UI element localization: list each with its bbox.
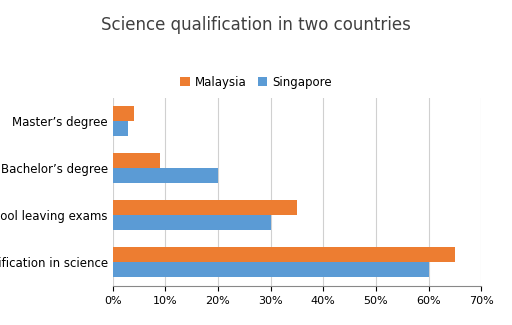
Bar xyxy=(113,215,271,230)
Bar xyxy=(113,168,218,183)
Text: Science qualification in two countries: Science qualification in two countries xyxy=(101,16,411,34)
Legend: Malaysia, Singapore: Malaysia, Singapore xyxy=(176,71,336,93)
Bar xyxy=(113,153,160,168)
Bar xyxy=(113,262,429,278)
Bar xyxy=(113,106,134,121)
Bar xyxy=(113,121,129,136)
Bar xyxy=(113,247,455,262)
Bar xyxy=(113,200,297,215)
